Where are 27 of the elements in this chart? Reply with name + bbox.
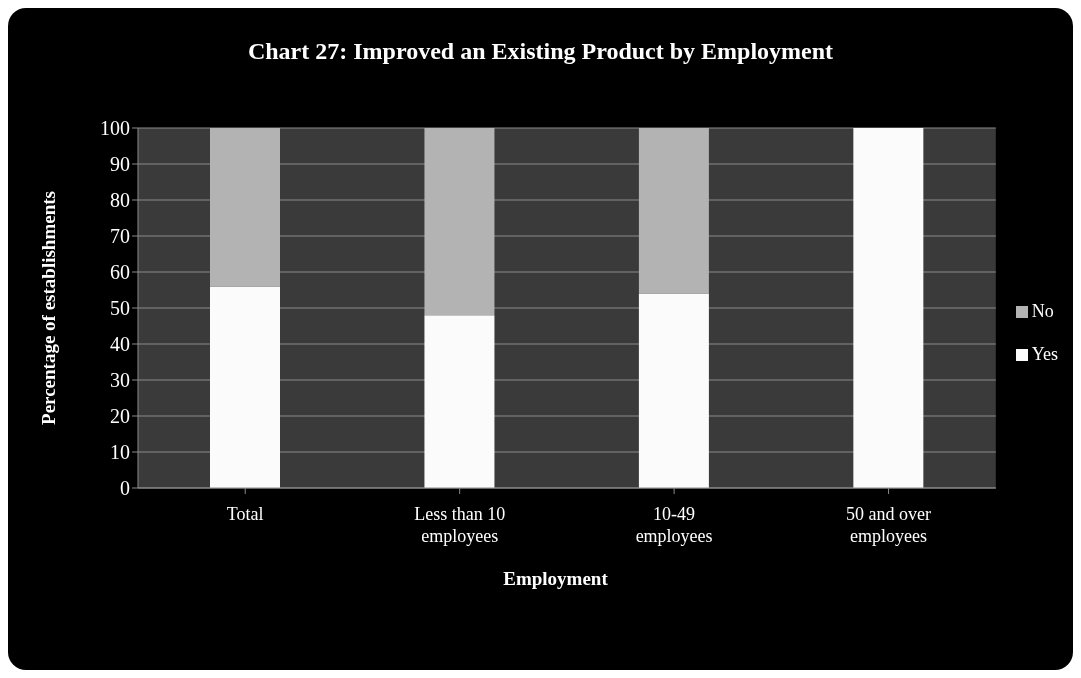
x-tick-label: Total xyxy=(226,504,264,524)
y-tick-label: 40 xyxy=(110,333,130,356)
y-tick-label: 60 xyxy=(110,261,130,284)
bar xyxy=(424,128,495,316)
bar xyxy=(210,286,280,488)
y-tick-label: 10 xyxy=(110,441,130,464)
chart-title: Chart 27: Improved an Existing Product by Employment xyxy=(246,38,835,65)
legend-label: Yes xyxy=(1031,344,1058,365)
legend-label: No xyxy=(1031,301,1054,322)
y-tick-label: 70 xyxy=(110,225,130,248)
x-axis-title: Employment xyxy=(502,568,609,590)
x-tick-label: Less than 10 employees xyxy=(414,504,506,546)
x-tick-label: 10-49 employees xyxy=(635,504,713,546)
bar xyxy=(638,128,709,294)
y-tick-label: 30 xyxy=(110,369,130,392)
bar xyxy=(210,128,280,287)
bar xyxy=(424,315,495,488)
y-axis-title: Percentage of establishments xyxy=(37,191,59,425)
y-tick-label: 20 xyxy=(110,405,130,428)
bar xyxy=(853,128,924,488)
y-tick-label: 50 xyxy=(110,297,130,320)
y-tick-label: 80 xyxy=(110,189,130,212)
y-tick-label: 0 xyxy=(120,477,130,500)
y-tick-label: 90 xyxy=(110,153,130,176)
x-tick-label: 50 and over employees xyxy=(846,504,932,546)
y-tick-label: 100 xyxy=(100,117,130,140)
bar xyxy=(638,293,709,488)
